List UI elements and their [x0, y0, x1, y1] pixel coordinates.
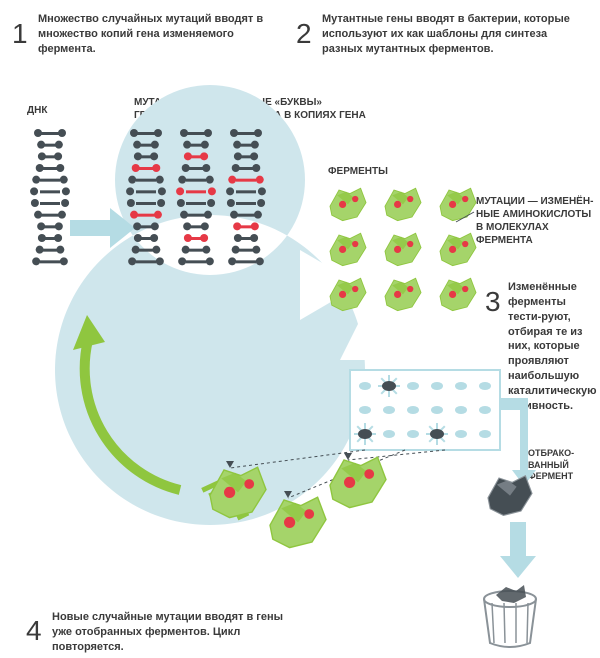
trash-bin: [484, 585, 536, 647]
diagram-canvas: [0, 0, 600, 658]
enzyme: [440, 278, 476, 310]
enzyme: [330, 233, 366, 265]
enzyme: [385, 188, 421, 220]
arrow-to-discard: [500, 398, 536, 486]
enzyme: [385, 233, 421, 265]
dna-helix: [30, 129, 70, 265]
enzyme: [330, 457, 386, 507]
enzyme: [385, 278, 421, 310]
enzyme: [330, 188, 366, 220]
enzyme: [440, 188, 476, 220]
arrow-to-bin: [500, 522, 536, 578]
enzyme: [488, 476, 532, 516]
enzyme: [440, 233, 476, 265]
